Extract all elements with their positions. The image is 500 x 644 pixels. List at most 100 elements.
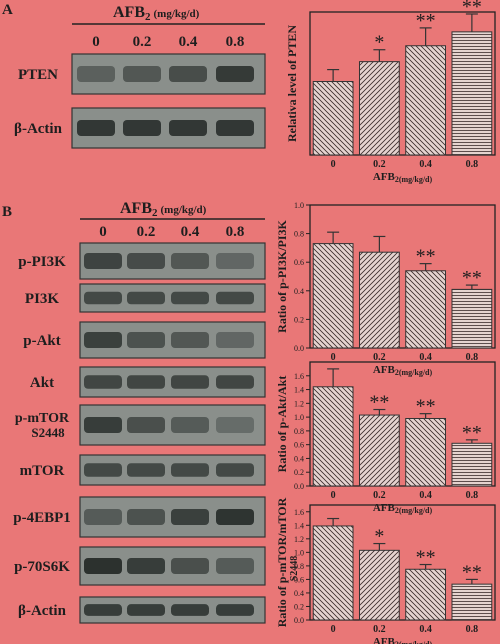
bar xyxy=(358,251,400,349)
bar xyxy=(312,386,354,487)
blot-band xyxy=(77,66,115,82)
blot-band xyxy=(84,417,122,433)
plot-frame xyxy=(309,11,496,156)
blot-label: PI3K xyxy=(25,291,60,307)
x-tick-label: 0 xyxy=(331,352,336,363)
blot-row: mTOR xyxy=(20,454,266,486)
x-tick-label: 0 xyxy=(331,159,336,170)
blot-row: β-Actin xyxy=(14,107,266,149)
blot-row: p-4EBP1 xyxy=(13,496,266,538)
panel-b-treatment-unit: (mg/kg/d) xyxy=(161,204,207,216)
dose-label: 0 xyxy=(92,34,100,50)
blot-band xyxy=(216,375,254,389)
blot-label-site: S2448 xyxy=(31,425,65,440)
plot-frame xyxy=(309,361,496,487)
x-tick-label: 0.2 xyxy=(373,352,386,363)
blot-band xyxy=(216,417,254,433)
blot-band xyxy=(216,463,254,477)
bar xyxy=(451,31,493,156)
blot-band xyxy=(123,120,161,136)
x-axis-label: AFB2(mg/kg/d) xyxy=(373,502,433,515)
dose-label: 0 xyxy=(99,224,107,240)
blot-band xyxy=(127,332,165,348)
significance-mark: ** xyxy=(462,267,482,289)
panel-a-letter: A xyxy=(2,2,13,18)
panel-b-treatment-sub: 2 xyxy=(152,207,158,219)
blot-label: mTOR xyxy=(20,463,65,479)
blot-band xyxy=(84,332,122,348)
blot-label: p-Akt xyxy=(23,333,61,349)
y-tick-label: 0.4 xyxy=(294,589,304,598)
dose-label: 0.8 xyxy=(226,224,245,240)
x-tick-label: 0.8 xyxy=(466,159,479,170)
y-tick-label: 0.4 xyxy=(294,454,304,463)
bar xyxy=(405,270,447,349)
y-tick-label: 0.6 xyxy=(294,575,304,584)
bar-charts: 0 * 0.2 ** 0.4 ** 0.8 AFB2(mg/kg/d) Relativa lev… xyxy=(275,0,496,644)
x-tick-label: 0.8 xyxy=(466,490,479,501)
significance-mark: ** xyxy=(416,246,436,268)
bar xyxy=(405,45,447,156)
blot-band xyxy=(171,375,209,389)
svg-text:AFB2(mg/kg/d): AFB2 (mg/kg/d) xyxy=(113,4,200,23)
x-tick-label: 0 xyxy=(331,490,336,501)
blot-band xyxy=(127,509,165,525)
bar xyxy=(358,61,400,156)
blot-row: p-PI3K xyxy=(18,242,266,280)
bar xyxy=(405,568,447,621)
bar xyxy=(358,549,400,621)
x-axis-label: AFB2(mg/kg/d) xyxy=(373,171,433,184)
panel-b-dose-labels: 0 0.2 0.4 0.8 xyxy=(99,224,244,240)
panel-b-treatment: AFB xyxy=(120,200,152,217)
significance-mark: ** xyxy=(416,10,436,32)
significance-mark: ** xyxy=(462,0,482,18)
blot-band xyxy=(169,120,207,136)
blot-band xyxy=(216,558,254,574)
blot-band xyxy=(171,558,209,574)
blot-label: β-Actin xyxy=(18,603,67,619)
blot-band xyxy=(216,604,254,616)
panel-a-treatment-unit: (mg/kg/d) xyxy=(154,8,200,20)
blot-label: β-Actin xyxy=(14,121,63,137)
bar-chart: 0.0 0.2 0.4 0.6 0.8 1.0 1.2 1.4 1.6 0 * 0.2 ** 0.4 ** 0… xyxy=(275,497,496,644)
y-tick-label: 1.4 xyxy=(294,386,304,395)
significance-mark: ** xyxy=(462,422,482,444)
y-axis-label: Ratio of p-Akt/Akt xyxy=(275,376,289,473)
y-tick-label: 1.2 xyxy=(294,399,304,408)
blot-label: PTEN xyxy=(18,67,58,83)
blot-band xyxy=(84,509,122,525)
panel-a-treatment: AFB xyxy=(113,4,145,21)
blot-band xyxy=(127,463,165,477)
dose-label: 0.4 xyxy=(181,224,200,240)
panel-b-blots: p-PI3K PI3K p-Akt Akt p-mTORS2448 mTOR p-4EBP1… xyxy=(13,242,266,624)
blot-band xyxy=(84,463,122,477)
y-tick-label: 0.8 xyxy=(294,562,304,571)
x-tick-label: 0.2 xyxy=(373,624,386,635)
blot-band xyxy=(127,253,165,269)
dose-label: 0.2 xyxy=(133,34,152,50)
x-tick-label: 0.2 xyxy=(373,490,386,501)
x-tick-label: 0.4 xyxy=(419,352,432,363)
y-tick-label: 0.6 xyxy=(294,258,304,267)
x-tick-label: 0.2 xyxy=(373,159,386,170)
blot-band xyxy=(123,66,161,82)
y-tick-label: 0.8 xyxy=(294,230,304,239)
blot-band xyxy=(216,332,254,348)
bar-chart: 0.0 0.2 0.4 0.6 0.8 1.0 1.2 1.4 1.6 0 ** 0.2 ** 0.4 **… xyxy=(275,361,496,515)
y-tick-label: 0.0 xyxy=(294,482,304,491)
bar xyxy=(312,243,354,349)
blot-band xyxy=(127,291,165,305)
blot-band xyxy=(77,120,115,136)
blot-row: p-70S6K xyxy=(14,546,266,586)
y-tick-label: 1.6 xyxy=(294,508,304,517)
blot-label: Akt xyxy=(30,375,54,391)
blot-band xyxy=(216,66,254,82)
y-tick-label: 1.2 xyxy=(294,535,304,544)
bar xyxy=(451,442,493,487)
y-tick-label: 0.8 xyxy=(294,427,304,436)
blot-row: PTEN xyxy=(18,53,266,95)
blot-band xyxy=(84,375,122,389)
x-tick-label: 0.4 xyxy=(419,159,432,170)
blot-band xyxy=(127,417,165,433)
y-tick-label: 1.0 xyxy=(294,201,304,210)
